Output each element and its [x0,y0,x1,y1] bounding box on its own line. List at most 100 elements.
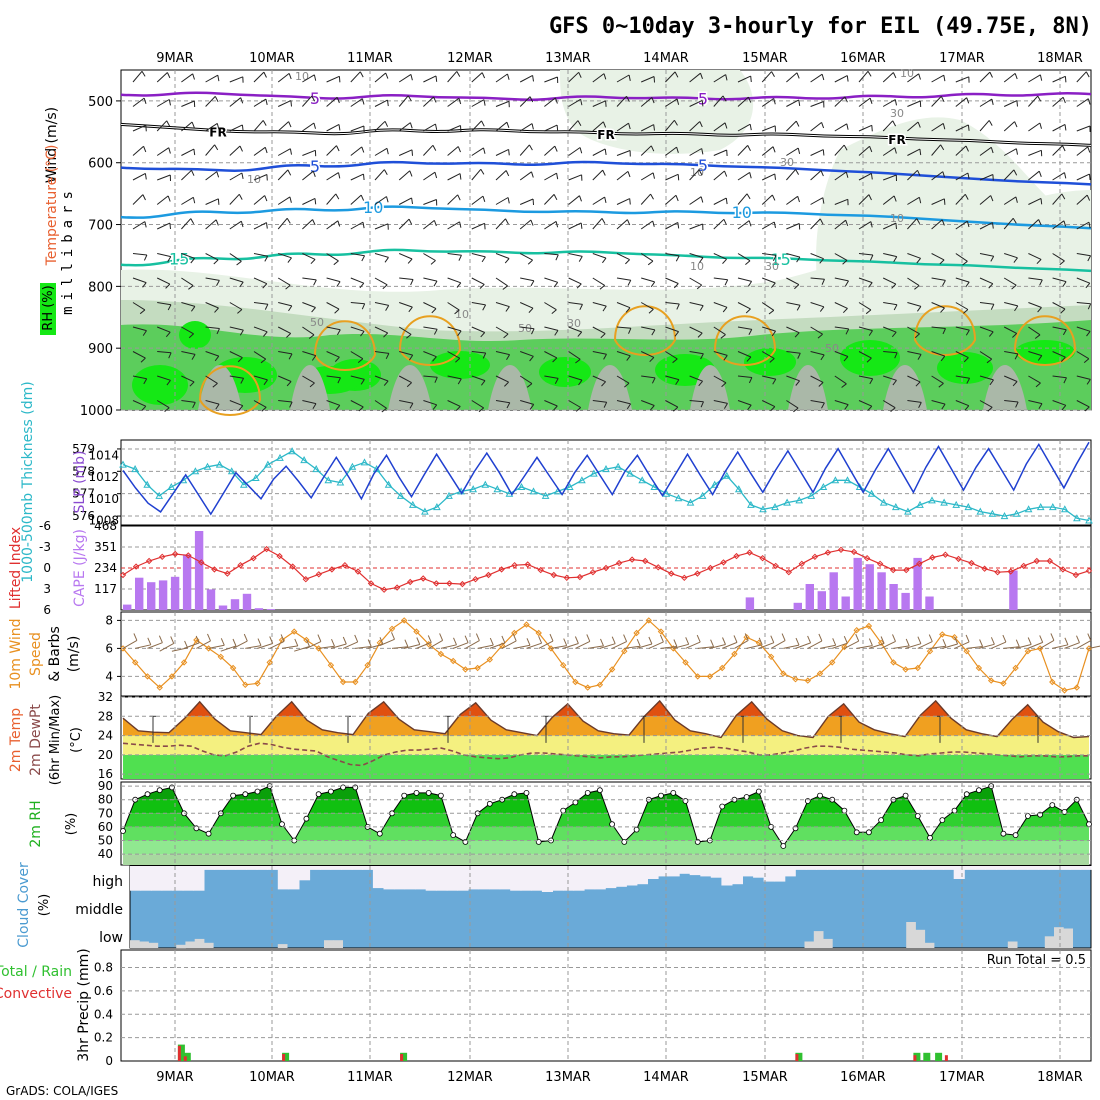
isotherm-20-contour [1013,315,1077,366]
wind-barb [447,173,461,181]
wind-barb-flag [504,381,509,387]
wind-barb-10m [1076,640,1092,649]
wind-barb-flag [1087,146,1091,153]
cloud-low-bar [823,938,833,948]
wind-barb [326,145,337,156]
wind-barb [1076,194,1088,205]
wind-barb-flag [263,71,267,78]
lifted-index-point [589,568,597,576]
wind-barb [229,375,244,379]
wind-barb-flag [1015,148,1018,155]
cloud-low-bar [176,944,186,949]
thickness-point [288,447,296,455]
cloud-high-bar [309,866,321,870]
wind-barb-flag [821,279,825,285]
wind-barb-flag [821,74,825,81]
wind-barb-flag [770,406,776,412]
cloud-high-bar [932,866,944,870]
wind-barb-flag [289,401,293,408]
cape-bar [123,604,132,610]
rh-point [193,825,200,832]
wind-barb-flag [531,328,535,335]
wind-barb [955,326,970,331]
thickness-point [952,500,961,508]
wind-barb [737,171,750,181]
wind-barb [931,277,946,281]
wind-barb-flag [942,171,946,178]
wind-barb [374,277,388,286]
wind-barb [374,99,388,107]
wind-barb-flag [647,260,654,266]
isotherm-label: 5 [310,157,320,176]
wind-barb [665,98,678,107]
wind-barb-10m [379,638,395,647]
lifted-index-point [798,560,806,568]
rh-point [315,791,322,798]
rh-point [437,792,444,799]
rh-contour-label: 50 [518,322,532,335]
thickness-point [445,491,453,499]
rh-tick-label: 60 [98,820,113,834]
wind-barb-flag [1038,171,1042,177]
wind-barb-flag [867,405,873,411]
thickness-point [783,498,791,506]
wind-barb [931,144,941,156]
wind-barb [641,375,656,379]
wind-barb-10m [611,641,627,649]
wind-barb-flag [991,98,994,106]
cloud-high-bar [172,866,184,891]
wind-barb-flag [605,100,607,107]
wind-barb-flag [603,401,608,408]
wind-barb [350,98,363,107]
wind-barb-flag [264,147,268,154]
wind-barb [544,400,558,407]
wind-barb [181,169,192,181]
rh-band [123,826,1089,841]
wind-barb [858,326,873,332]
lifted-index-point [472,575,479,583]
wind-speed-point [1036,645,1044,652]
wind-barb [786,351,801,354]
wind-barb-flag [699,121,703,128]
wind-barb [519,123,533,132]
wind-barb [1028,74,1041,83]
lifted-index-point [707,564,714,572]
wind-barb-10m [783,644,800,649]
wind-barb [302,351,316,357]
wind-barb-flag [215,403,220,410]
wind-barb [834,75,848,83]
wind-barb-flag [506,122,510,128]
wind-barb-10m-flag [818,633,823,642]
wind-barb [665,326,679,333]
wind-barb-flag [628,328,632,334]
wind-barb [1076,146,1089,156]
wind-barb [205,122,218,132]
wind-barb [568,174,582,181]
wind-barb [398,326,412,335]
wind-barb [955,400,969,407]
wind-barb [907,169,918,181]
temp-band [123,735,1089,755]
thickness-point [734,485,743,493]
wind-barb-flag [964,405,970,411]
wind-barb [979,351,992,360]
lifted-index-point [1020,562,1027,570]
wind-barb-flag [1037,95,1042,102]
thickness-tick-label: 576 [72,509,95,523]
thickness-point [312,465,321,473]
wind-barb-flag [601,381,606,387]
wind-barb [810,302,825,308]
thickness-point [541,491,550,499]
wind-barb [762,326,776,332]
thickness-point [517,482,526,490]
wind-barb [374,147,388,156]
precip-convective-bar [400,1054,404,1061]
wind-barb-10m [404,644,420,649]
wind-barb-10m [868,643,885,649]
wind-barb-10m [660,646,677,649]
wind-barb-flag [213,259,219,265]
wind-barb-flag [966,97,970,104]
wind-barb-flag [579,147,583,154]
wind-barb [1028,253,1042,260]
rh-point [230,792,237,799]
